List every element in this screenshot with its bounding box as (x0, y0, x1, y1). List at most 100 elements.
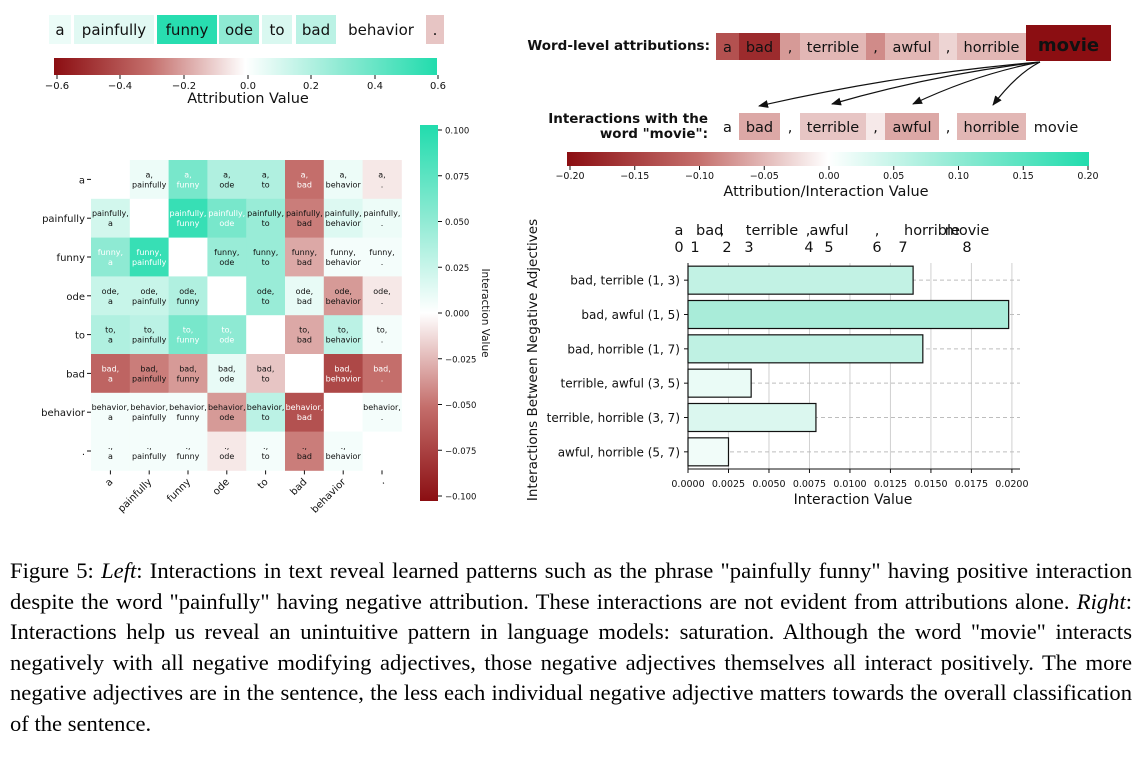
heatmap-cell (168, 276, 208, 316)
heatmap-cell (207, 315, 247, 355)
heatmap-col-label: to (256, 477, 271, 492)
heatmap-cell-label-col: funny (177, 297, 200, 306)
heatmap-cell-label-row: to, (377, 326, 388, 335)
heatmap-cell (362, 392, 402, 432)
heatmap-cell-label-col: behavior (326, 180, 362, 189)
word-level-token: awful (892, 40, 931, 56)
heatmap-cell (168, 431, 208, 471)
heatmap-cell (362, 276, 402, 316)
heatmap-row-label: behavior (41, 408, 86, 419)
interaction-colorbar-tick-label: 0.00 (818, 171, 839, 182)
heatmap-cell-label-col: ode (219, 180, 234, 189)
heatmap-cell-label-col: painfully (132, 374, 167, 383)
movie-interaction-token: awful (892, 120, 931, 136)
heatmap-cell-label-col: to (262, 258, 270, 267)
heatmap-cell-label-col: ode (219, 413, 234, 422)
heatmap-cell (246, 354, 286, 394)
interaction-colorbar-tick-label: 0.20 (1077, 171, 1098, 182)
heatmap-cell-label-row: behavior, (286, 403, 324, 412)
heatmap-cell-label-col: bad (297, 452, 312, 461)
heatmap-cell (323, 315, 363, 355)
heatmap-cell-label-row: painfully, (92, 209, 129, 218)
heatmap-cell (91, 431, 131, 471)
heatmap-cell (168, 237, 208, 277)
word-level-token-bg (716, 33, 739, 60)
heatmap-cell-label-col: bad (297, 336, 312, 345)
heatmap-cell-label-col: behavior (326, 258, 362, 267)
heatmap-cell-label-col: funny (177, 336, 200, 345)
heatmap-cell (168, 354, 208, 394)
word-level-token: a (723, 40, 732, 56)
movie-interaction-token-bg (957, 113, 1026, 140)
heatmap-col-label: funny (165, 477, 193, 505)
heatmap-colorbar-ticks: 0.100 0.075 0.050 0.025 0.000 −0.025 −0.050 −0.… (438, 127, 476, 503)
bar (687, 437, 730, 467)
movie-interaction-token-bg (716, 113, 739, 140)
bar-category-label: bad, horrible (1, 7) (567, 342, 680, 356)
heatmap-cell (129, 198, 169, 238)
heatmap-cell (129, 315, 169, 355)
bar-axis-index: 2 (722, 240, 731, 256)
movie-interaction-token: , (788, 120, 793, 136)
heatmap-cell-label-col: . (381, 180, 384, 189)
heatmap-cell (207, 276, 247, 316)
movie-interaction-token-bg (780, 113, 800, 140)
sentence-token-strip: a painfully funny ode to bad behavior. (49, 15, 444, 44)
heatmap-cell (285, 392, 325, 432)
interactions-label-line1: Interactions with the (548, 111, 708, 127)
heatmap-cell (246, 392, 286, 432)
heatmap-cell-label-col: a (108, 219, 113, 228)
heatmap-cell-label-row: to, (338, 326, 349, 335)
heatmap-cell-label-col: bad (297, 180, 312, 189)
heatmap-cell (323, 237, 363, 277)
heatmap-col-label: painfully (116, 477, 154, 515)
heatmap-cell (207, 198, 247, 238)
figure-caption: Figure 5: Left: Interactions in text rev… (10, 556, 1132, 739)
bar-axis-index: 0 (674, 240, 683, 256)
bar-axis-index: 1 (690, 240, 699, 256)
interaction-colorbar: −0.20 −0.15 −0.10 −0.05 0.00 0.05 0.10 0.15 0.20… (555, 152, 1099, 200)
word-level-token-bg (957, 33, 1026, 60)
heatmap-cell (323, 276, 363, 316)
attribution-colorbar-tick-label: −0.2 (172, 81, 196, 92)
bar-axis-index: 5 (824, 240, 833, 256)
heatmap-cell-label-row: funny, (369, 248, 394, 257)
heatmap-cell-label-row: a, (184, 170, 191, 179)
word-level-token-strip: a bad, terrible, awful, horrible movie (716, 25, 1111, 61)
heatmap-cell-label-col: behavior (326, 219, 362, 228)
heatmap-cell-label-row: ., (341, 442, 346, 451)
heatmap-cell-label-col: behavior (326, 452, 362, 461)
heatmap-cell-label-row: bad, (140, 364, 158, 373)
heatmap-cell-label-col: funny (177, 413, 200, 422)
bar-chart-xtick-label: 0.0200 (995, 479, 1028, 490)
heatmap-cell-label-col: a (108, 297, 113, 306)
heatmap-cell-label-col: . (381, 219, 384, 228)
heatmap-cell (362, 315, 402, 355)
heatmap-cell-label-col: to (262, 219, 270, 228)
heatmap-cell (129, 160, 169, 200)
caption-right-text: : Interactions help us reveal an unintui… (10, 588, 1132, 736)
heatmap-colorbar: 0.100 0.075 0.050 0.025 0.000 −0.025 −0.050 −0.… (420, 125, 491, 503)
movie-interaction-token-bg (739, 113, 780, 140)
heatmap-row-label: painfully (42, 214, 85, 225)
heatmap-cell-label-row: behavior, (169, 403, 207, 412)
movie-interaction-token-bg (939, 113, 957, 140)
attribution-colorbar-tick-label: 0.2 (303, 81, 319, 92)
movie-interaction-token-bg (885, 113, 939, 140)
heatmap-cell-label-col: painfully (132, 413, 167, 422)
heatmap-cell (246, 160, 286, 200)
word-level-attributions-label: Word-level attributions: (527, 38, 710, 54)
heatmap-cell-label-row: to, (144, 326, 155, 335)
movie-interaction-token: , (946, 120, 951, 136)
bar (687, 368, 752, 398)
heatmap-cell (168, 392, 208, 432)
caption-figure-label: Figure 5: (10, 558, 102, 583)
heatmap-cell-label-col: painfully (132, 297, 167, 306)
heatmap-cell-label-col: bad (297, 258, 312, 267)
heatmap-cell-label-col: ode (219, 219, 234, 228)
word-level-token-bg (866, 33, 885, 60)
movie-interaction-token: bad (746, 120, 773, 136)
interaction-colorbar-tick-label: 0.15 (1013, 171, 1034, 182)
heatmap-col-label: behavior (309, 476, 348, 515)
